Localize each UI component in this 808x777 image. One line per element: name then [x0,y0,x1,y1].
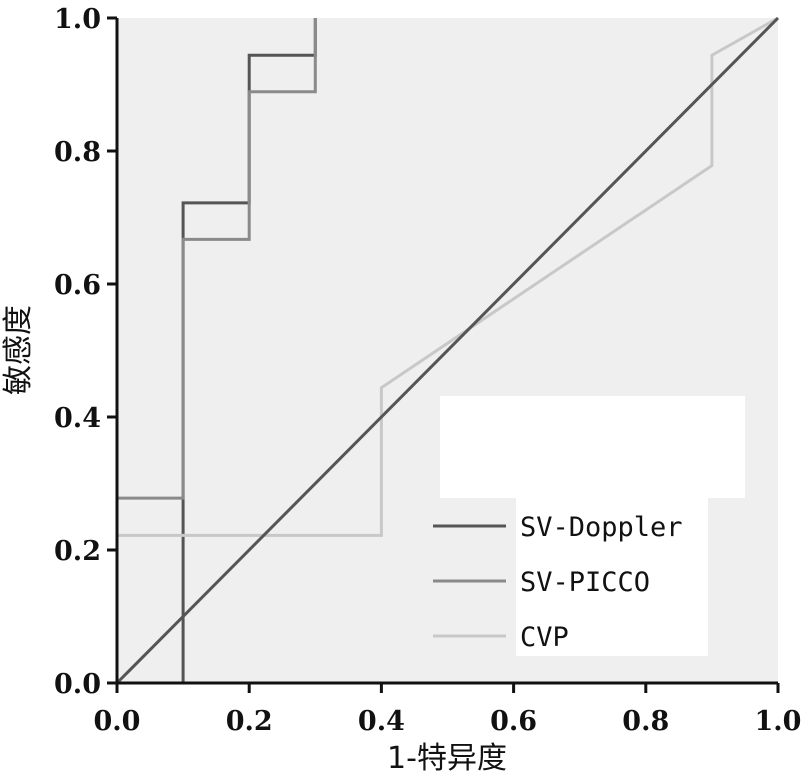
y-axis-title: 敏感度 [1,305,36,395]
x-tick-label: 0.6 [490,706,537,737]
y-tick-label: 1.0 [54,4,101,35]
y-tick-label: 0.2 [54,536,101,567]
legend-label-2: CVP [520,622,569,653]
y-tick-label: 0.0 [54,669,101,700]
legend-label-0: SV-Doppler [520,512,683,543]
series-layer [115,16,780,685]
legend: SV-Doppler SV-PICCO CVP [433,512,683,653]
x-tick-label: 0.4 [358,706,405,737]
y-tick-label: 0.6 [54,270,101,301]
axes-layer: 0.0 0.2 0.4 0.6 0.8 1.0 0.0 0.2 0.4 0.6 0.8 1.0 [54,4,801,737]
y-tick-label: 0.4 [54,403,101,434]
x-tick-label: 0.0 [94,706,141,737]
x-tick-label: 0.8 [622,706,669,737]
x-tick-label: 0.2 [226,706,273,737]
x-tick-label: 1.0 [755,706,802,737]
legend-label-1: SV-PICCO [520,567,650,598]
x-axis-title: 1-特异度 [387,741,507,776]
legend-box [516,498,708,656]
series-line-2 [117,16,779,537]
reference-line [115,16,780,685]
legend-box-upper [440,396,745,498]
y-tick-label: 0.8 [54,137,101,168]
series-line-1 [117,18,317,500]
